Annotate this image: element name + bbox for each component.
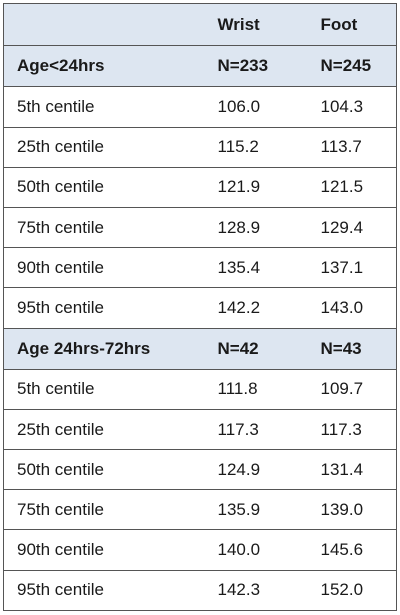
row-label: 95th centile — [3, 287, 204, 329]
header-cell-foot: Foot — [306, 3, 397, 47]
foot-value: 113.7 — [306, 127, 397, 168]
foot-value: 143.0 — [306, 287, 397, 329]
row-label: 90th centile — [3, 247, 204, 289]
table-header-row: Wrist Foot — [3, 3, 397, 47]
table-row: 25th centile 117.3 117.3 — [3, 409, 397, 451]
foot-value: 121.5 — [306, 167, 397, 208]
group-foot-n: N=245 — [306, 45, 397, 88]
foot-value: 131.4 — [306, 449, 397, 491]
wrist-value: 121.9 — [203, 167, 307, 208]
group-wrist-n: N=233 — [203, 45, 307, 88]
row-label: 90th centile — [3, 529, 204, 571]
table-row: 5th centile 106.0 104.3 — [3, 86, 397, 128]
wrist-value: 111.8 — [203, 369, 307, 410]
row-label: 95th centile — [3, 570, 204, 612]
wrist-value: 140.0 — [203, 529, 307, 571]
wrist-value: 135.4 — [203, 247, 307, 289]
wrist-value: 142.3 — [203, 570, 307, 612]
row-label: 50th centile — [3, 449, 204, 491]
wrist-value: 135.9 — [203, 489, 307, 531]
wrist-value: 124.9 — [203, 449, 307, 491]
wrist-value: 115.2 — [203, 127, 307, 168]
table-row: 75th centile 135.9 139.0 — [3, 489, 397, 531]
foot-value: 104.3 — [306, 86, 397, 128]
foot-value: 139.0 — [306, 489, 397, 531]
wrist-value: 106.0 — [203, 86, 307, 128]
foot-value: 129.4 — [306, 207, 397, 249]
foot-value: 117.3 — [306, 409, 397, 451]
table-row: 25th centile 115.2 113.7 — [3, 127, 397, 168]
foot-value: 109.7 — [306, 369, 397, 410]
group-label: Age 24hrs-72hrs — [3, 328, 204, 370]
row-label: 25th centile — [3, 409, 204, 451]
table-row: 50th centile 121.9 121.5 — [3, 167, 397, 208]
table-row: 95th centile 142.2 143.0 — [3, 287, 397, 329]
row-label: 5th centile — [3, 86, 204, 128]
row-label: 5th centile — [3, 369, 204, 410]
foot-value: 145.6 — [306, 529, 397, 571]
group-label: Age<24hrs — [3, 45, 204, 88]
table-row: 50th centile 124.9 131.4 — [3, 449, 397, 491]
group-foot-n: N=43 — [306, 328, 397, 370]
group-row-age-24-72hrs: Age 24hrs-72hrs N=42 N=43 — [3, 328, 397, 370]
table-row: 95th centile 142.3 152.0 — [3, 570, 397, 612]
wrist-value: 128.9 — [203, 207, 307, 249]
row-label: 50th centile — [3, 167, 204, 208]
wrist-value: 142.2 — [203, 287, 307, 329]
header-cell-empty — [3, 3, 204, 47]
table-row: 90th centile 140.0 145.6 — [3, 529, 397, 571]
wrist-value: 117.3 — [203, 409, 307, 451]
row-label: 75th centile — [3, 207, 204, 249]
centile-table-container: Wrist Foot Age<24hrs N=233 N=245 5th cen… — [3, 3, 397, 612]
table-row: 5th centile 111.8 109.7 — [3, 369, 397, 410]
centile-table: Wrist Foot Age<24hrs N=233 N=245 5th cen… — [3, 3, 397, 612]
foot-value: 152.0 — [306, 570, 397, 612]
table-row: 90th centile 135.4 137.1 — [3, 247, 397, 289]
row-label: 25th centile — [3, 127, 204, 168]
row-label: 75th centile — [3, 489, 204, 531]
table-row: 75th centile 128.9 129.4 — [3, 207, 397, 249]
group-wrist-n: N=42 — [203, 328, 307, 370]
group-row-age-under-24hrs: Age<24hrs N=233 N=245 — [3, 45, 397, 88]
foot-value: 137.1 — [306, 247, 397, 289]
header-cell-wrist: Wrist — [203, 3, 307, 47]
